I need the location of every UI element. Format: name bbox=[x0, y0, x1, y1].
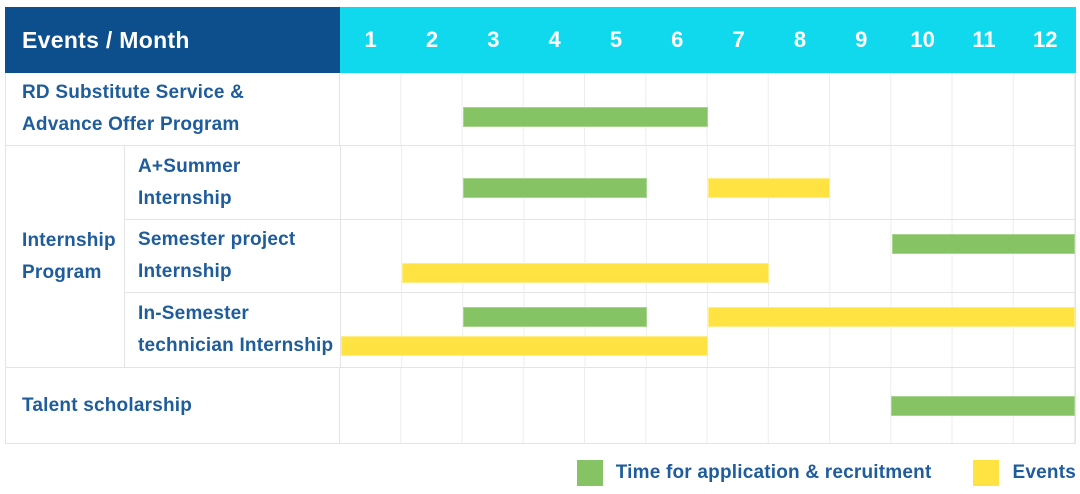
row-label: RD Substitute Service & Advance Offer Pr… bbox=[22, 82, 245, 135]
chart-cell-a-plus-summer bbox=[341, 146, 1075, 219]
gantt-bar-application bbox=[463, 307, 647, 327]
month-header-11: 11 bbox=[972, 27, 996, 52]
month-header-8: 8 bbox=[793, 27, 807, 52]
row-label: Talent scholarship bbox=[22, 394, 193, 416]
gantt-bar-application bbox=[463, 178, 647, 198]
table-row-rd-substitute: RD Substitute Service & Advance Offer Pr… bbox=[6, 73, 1075, 146]
chart-cell-semester-project bbox=[341, 219, 1075, 292]
month-header-1: 1 bbox=[364, 27, 377, 52]
row-label-cell: Talent scholarship bbox=[6, 368, 340, 443]
legend-item-events: Events bbox=[973, 460, 1076, 486]
row-label: A+Summer Internship bbox=[138, 155, 241, 209]
month-header-2: 2 bbox=[425, 27, 439, 52]
legend-item-application: Time for application & recruitment bbox=[576, 460, 932, 486]
application-swatch-icon bbox=[576, 460, 603, 486]
month-header-5: 5 bbox=[609, 27, 623, 52]
month-header-6: 6 bbox=[671, 27, 684, 52]
row-label: Semester project Internship bbox=[138, 229, 296, 282]
legend-application-label: Time for application & recruitment bbox=[615, 462, 932, 483]
month-header-10: 10 bbox=[910, 27, 935, 52]
month-header-3: 3 bbox=[487, 27, 500, 52]
gantt-bar-events bbox=[402, 263, 770, 283]
events-month-header-cell: Events / Month bbox=[5, 7, 340, 73]
group-label: Internship Program bbox=[22, 229, 116, 283]
gantt-bar-events bbox=[708, 178, 831, 198]
gantt-bar-application bbox=[891, 396, 1075, 416]
gantt-bar-application bbox=[462, 107, 708, 127]
month-header-12: 12 bbox=[1033, 27, 1058, 52]
month-header-cells: 1 2 3 4 5 6 7 8 9 10 11 12 bbox=[340, 7, 1076, 73]
month-header-4: 4 bbox=[548, 27, 561, 52]
month-header-7: 7 bbox=[732, 27, 745, 52]
table-body: RD Substitute Service & Advance Offer Pr… bbox=[5, 73, 1076, 444]
chart-cell-talent-scholarship bbox=[340, 368, 1075, 443]
legend: Time for application & recruitment Event… bbox=[576, 458, 1076, 488]
row-label-cell: In-Semester technician Internship bbox=[125, 292, 341, 367]
row-label-cell: Semester project Internship bbox=[125, 219, 341, 292]
row-label: In-Semester technician Internship bbox=[138, 303, 334, 356]
group-label-cell: Internship Program bbox=[6, 146, 125, 367]
gantt-bar-events bbox=[708, 307, 1075, 327]
events-swatch-icon bbox=[973, 460, 1000, 486]
gantt-bar-application bbox=[891, 234, 1075, 254]
gantt-table: Events / Month 1 2 3 4 5 6 7 8 9 10 11 12 RD Substi… bbox=[5, 7, 1076, 444]
internship-program-group: Internship Program A+Summer Internship S… bbox=[6, 146, 1075, 368]
chart-cell-in-semester-technician bbox=[341, 292, 1075, 367]
events-month-header-label: Events / Month bbox=[22, 26, 190, 53]
table-header-row: Events / Month 1 2 3 4 5 6 7 8 9 10 11 12 bbox=[5, 7, 1076, 73]
legend-events-label: Events bbox=[1012, 462, 1076, 483]
table-row-talent-scholarship: Talent scholarship bbox=[6, 368, 1075, 443]
row-label-cell: A+Summer Internship bbox=[125, 146, 341, 219]
chart-cell-rd-substitute bbox=[340, 73, 1075, 145]
row-label-cell: RD Substitute Service & Advance Offer Pr… bbox=[6, 73, 340, 145]
gantt-bar-events bbox=[341, 336, 708, 356]
month-header-9: 9 bbox=[855, 27, 868, 52]
